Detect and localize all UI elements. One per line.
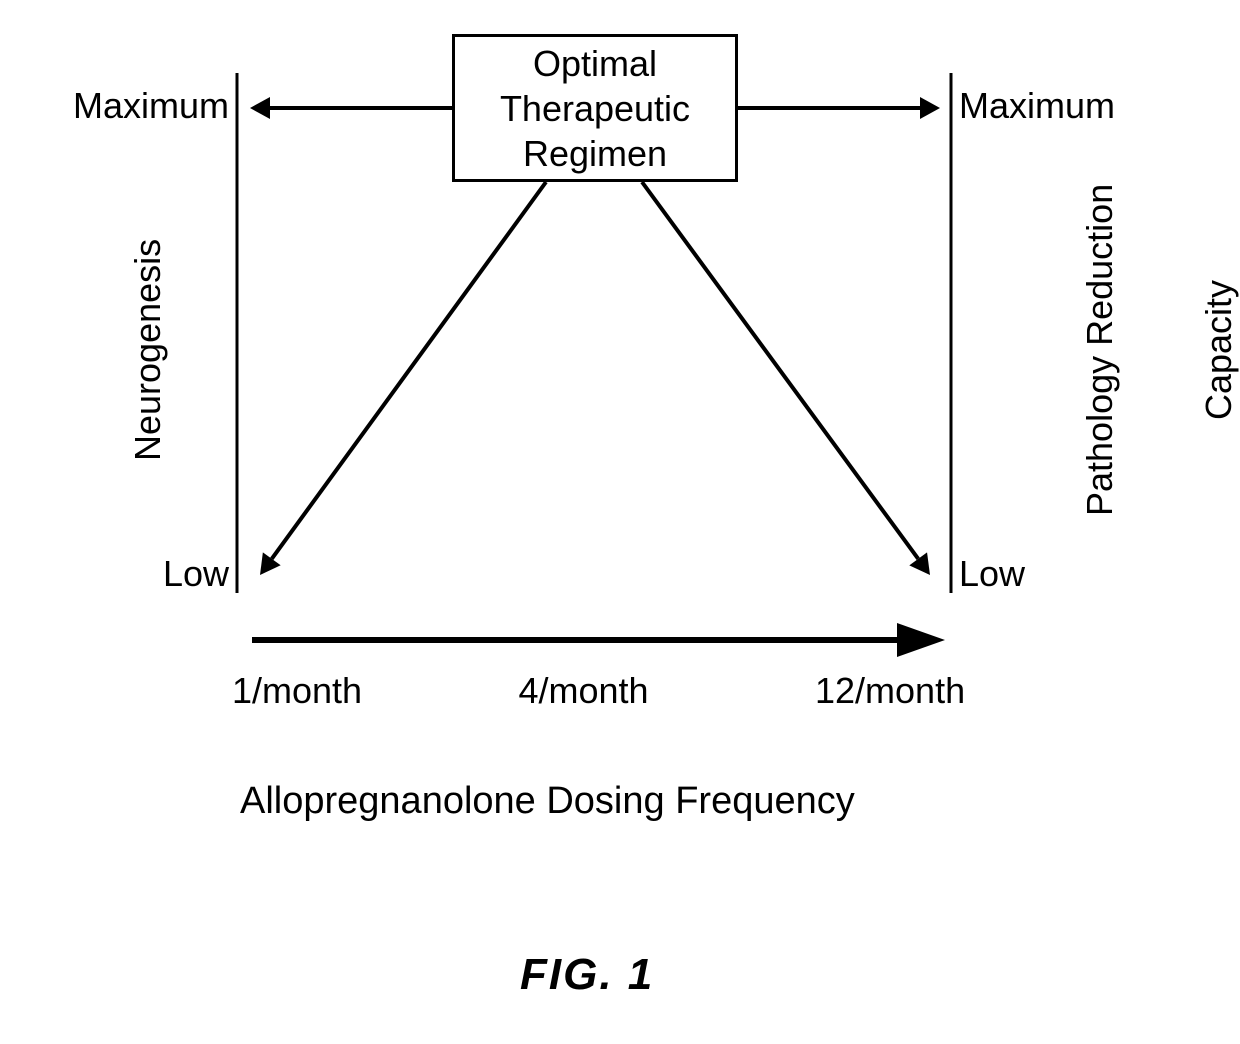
right-axis-title: Pathology Reduction Capacity [1001, 115, 1240, 585]
box-line3: Regimen [500, 131, 690, 176]
right-axis-title-line2: Capacity [1199, 115, 1239, 585]
x-tick-2: 12/month [815, 670, 965, 712]
x-axis-title: Allopregnanolone Dosing Frequency [240, 780, 855, 823]
box-line2: Therapeutic [500, 86, 690, 131]
x-tick-0: 1/month [232, 670, 362, 712]
diagram-stage: Optimal Therapeutic Regimen Maximum Low … [0, 0, 1240, 1044]
x-tick-1: 4/month [519, 670, 649, 712]
figure-caption: FIG. 1 [520, 950, 654, 1000]
right-axis-title-line1: Pathology Reduction [1080, 115, 1120, 585]
left-axis-title: Neurogenesis [127, 195, 169, 505]
left-axis-low-label: Low [163, 553, 229, 595]
optimal-regimen-box: Optimal Therapeutic Regimen [452, 34, 738, 182]
left-axis-max-label: Maximum [73, 85, 229, 127]
box-line1: Optimal [500, 41, 690, 86]
